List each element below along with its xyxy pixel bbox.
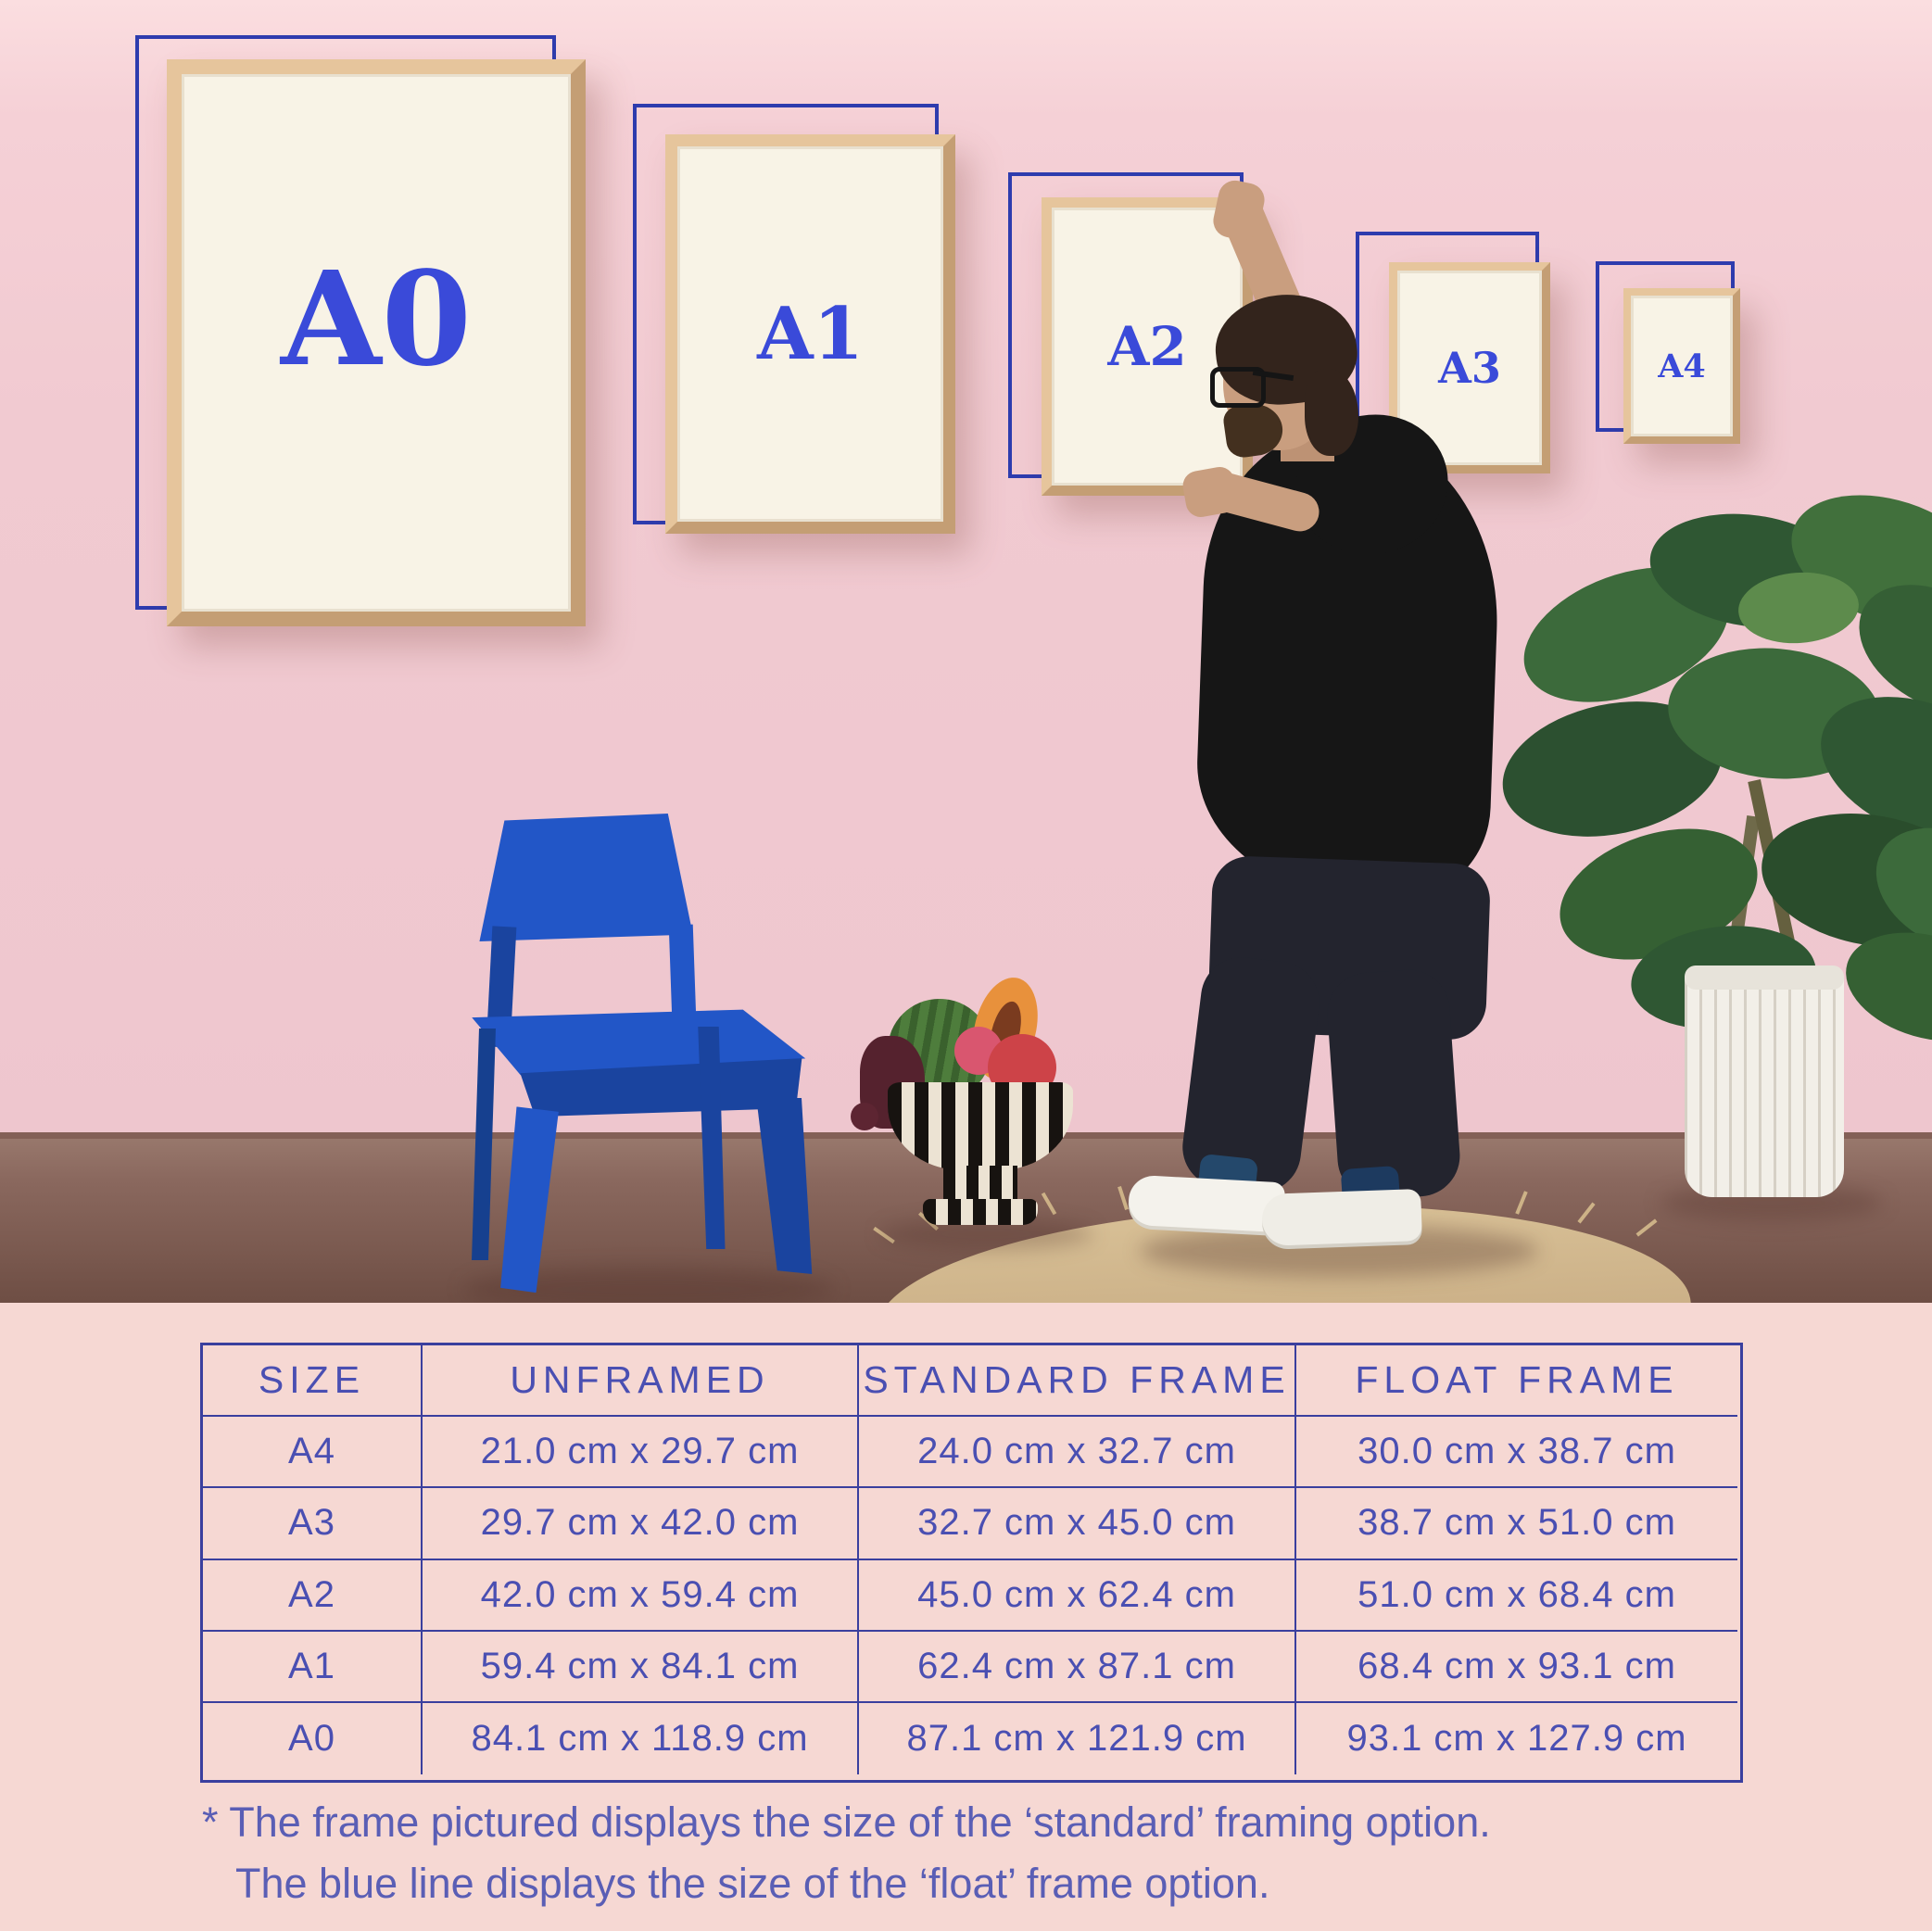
frame-a4-label: A4 bbox=[1658, 347, 1706, 385]
table-header-float: FLOAT FRAME bbox=[1296, 1345, 1737, 1418]
table-cell-standard: 32.7 cm x 45.0 cm bbox=[859, 1488, 1296, 1560]
bowl-cup bbox=[888, 1082, 1073, 1170]
table-cell-unframed: 29.7 cm x 42.0 cm bbox=[423, 1488, 859, 1560]
table-cell-unframed: 59.4 cm x 84.1 cm bbox=[423, 1631, 859, 1703]
table-cell-standard: 62.4 cm x 87.1 cm bbox=[859, 1631, 1296, 1703]
frame-a2-label: A2 bbox=[1107, 315, 1187, 378]
plant-pot bbox=[1685, 966, 1844, 1197]
man-leg-back bbox=[1324, 966, 1463, 1203]
table-cell-size: A4 bbox=[203, 1417, 423, 1489]
table-cell-float: 38.7 cm x 51.0 cm bbox=[1296, 1488, 1737, 1560]
bowl-foot bbox=[923, 1199, 1038, 1225]
frame-a0: A0 bbox=[167, 59, 586, 626]
grape bbox=[851, 1103, 878, 1130]
table-cell-float: 30.0 cm x 38.7 cm bbox=[1296, 1417, 1737, 1489]
table-cell-unframed: 21.0 cm x 29.7 cm bbox=[423, 1417, 859, 1489]
table-header-size: SIZE bbox=[203, 1345, 423, 1418]
man-shoe-back bbox=[1261, 1189, 1422, 1246]
frame-a4: A4 bbox=[1623, 288, 1740, 444]
table-cell-float: 68.4 cm x 93.1 cm bbox=[1296, 1632, 1737, 1703]
frame-a3-label: A3 bbox=[1438, 343, 1501, 393]
table-cell-size: A1 bbox=[203, 1631, 423, 1703]
table-cell-standard: 24.0 cm x 32.7 cm bbox=[859, 1417, 1296, 1489]
table-cell-standard: 87.1 cm x 121.9 cm bbox=[859, 1702, 1296, 1775]
table-header-standard: STANDARD FRAME bbox=[859, 1345, 1296, 1418]
info-panel: SIZE UNFRAMED STANDARD FRAME FLOAT FRAME… bbox=[0, 1303, 1932, 1931]
man-glasses bbox=[1210, 367, 1266, 408]
frame-a1-label: A1 bbox=[757, 291, 864, 376]
footnote-line-1: * The frame pictured displays the size o… bbox=[202, 1798, 1491, 1846]
table-cell-size: A3 bbox=[203, 1488, 423, 1560]
table-cell-size: A0 bbox=[203, 1702, 423, 1775]
frame-a0-label: A0 bbox=[280, 244, 473, 396]
plant-pot-rim bbox=[1685, 966, 1844, 990]
man-hair-nape bbox=[1305, 369, 1358, 456]
table-header-unframed: UNFRAMED bbox=[423, 1345, 859, 1418]
table-cell-size: A2 bbox=[203, 1559, 423, 1632]
room-photo: A0 A1 A2 A3 A4 bbox=[0, 0, 1932, 1303]
bowl-stem bbox=[943, 1166, 1017, 1203]
table-cell-standard: 45.0 cm x 62.4 cm bbox=[859, 1559, 1296, 1632]
footnote: * The frame pictured displays the size o… bbox=[202, 1792, 1777, 1914]
table-cell-float: 93.1 cm x 127.9 cm bbox=[1346, 1718, 1687, 1760]
chair-backrest bbox=[479, 814, 693, 941]
footnote-line-2: The blue line displays the size of the ‘… bbox=[235, 1860, 1270, 1907]
table-cell-float: 51.0 cm x 68.4 cm bbox=[1296, 1560, 1737, 1632]
table-cell-unframed: 84.1 cm x 118.9 cm bbox=[423, 1702, 859, 1775]
size-table: SIZE UNFRAMED STANDARD FRAME FLOAT FRAME… bbox=[200, 1343, 1743, 1783]
table-cell-unframed: 42.0 cm x 59.4 cm bbox=[423, 1559, 859, 1632]
frame-a1: A1 bbox=[665, 134, 955, 534]
